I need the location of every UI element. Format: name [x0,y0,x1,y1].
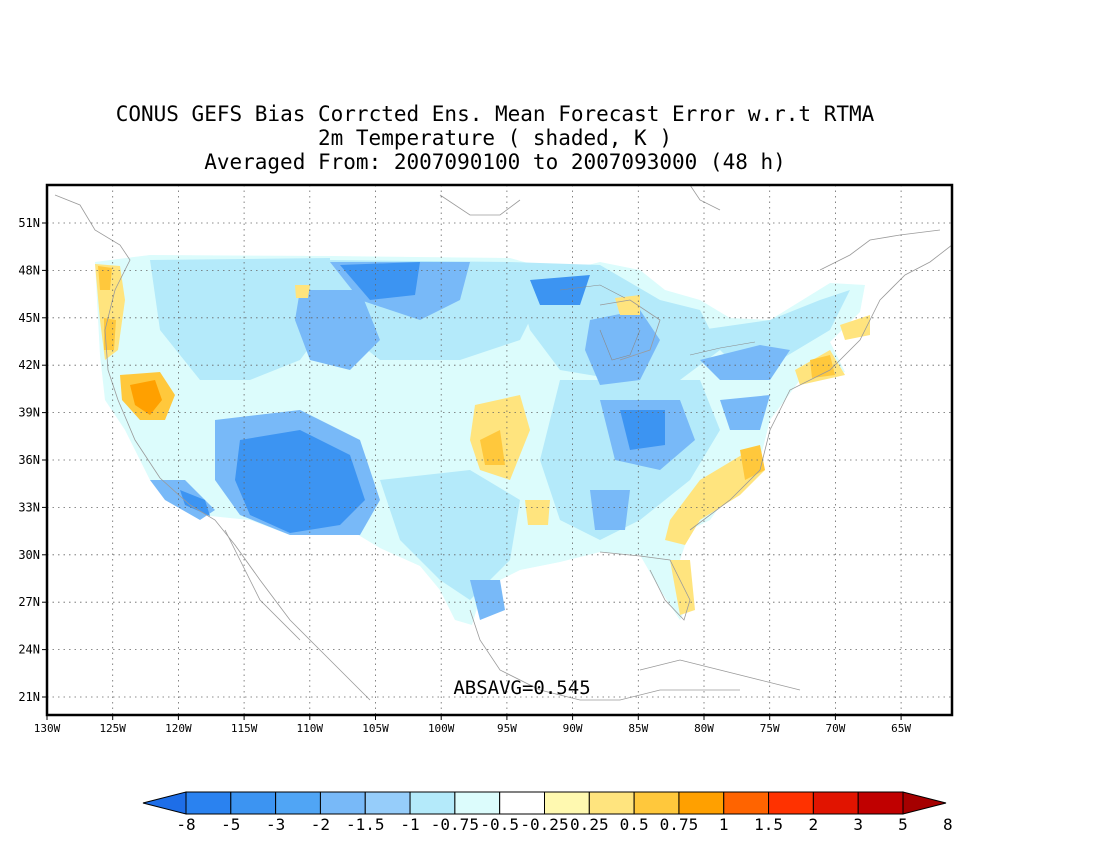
colorbar-label: -5 [221,815,240,834]
lat-tick-label: 24N [18,643,40,657]
colorbar-swatch [230,791,277,815]
colorbar-swatch [319,791,366,815]
colorbar-swatch [588,791,635,815]
colorbar-label: -0.25 [520,815,568,834]
lon-tick-label: 75W [760,722,780,735]
lon-tick-label: 100W [428,722,455,735]
lat-tick-label: 39N [18,406,40,420]
colorbar-label: 1 [719,815,729,834]
colorbar-label: -0.75 [431,815,479,834]
colorbar-swatch [857,791,904,815]
lon-tick-label: 105W [362,722,389,735]
lon-tick-label: 90W [563,722,583,735]
lat-tick-label: 33N [18,500,40,514]
colorbar-label: -1 [400,815,419,834]
inland-borders [559,284,756,361]
colorbar-label: -3 [266,815,285,834]
lon-tick-label: 110W [297,722,324,735]
lat-tick-label: 36N [18,453,40,467]
bias-field [95,255,870,625]
colorbar-swatch [633,791,680,815]
colorbar-arrow-high [902,791,947,815]
colorbar-arrow-low [142,791,187,815]
colorbar-label: 5 [898,815,908,834]
lon-tick-label: 130W [34,722,61,735]
colorbar-label: -8 [176,815,195,834]
lon-tick-label: 125W [99,722,126,735]
lat-tick-label: 48N [18,263,40,277]
colorbar-swatch [275,791,321,815]
lat-tick-label: 45N [18,311,40,325]
absavg-annotation: ABSAVG=0.545 [453,677,590,699]
colorbar-swatch [499,791,545,815]
deep-orange-regions [130,380,162,415]
colorbar-label: 2 [809,815,819,834]
chart-title: CONUS GEFS Bias Corrcted Ens. Mean Forec… [0,102,990,174]
colorbar-label: -0.5 [480,815,519,834]
map-frame [45,183,954,717]
colorbar-label: -1.5 [346,815,385,834]
colorbar-label: 1.5 [754,815,783,834]
longitude-axis: 130W 125W 120W 115W 110W 105W 100W 95W 90W 85W 80W… [34,715,911,735]
colorbar-swatch [364,791,411,815]
colorbar: -8 -5 -3 -2 -1.5 -1 -0.75 -0.5 -0.25 0.25 0.5 0.75 1… [142,791,953,834]
lon-tick-label: 65W [891,722,911,735]
title-line-2: 2m Temperature ( shaded, K ) [317,126,672,150]
lon-tick-label: 80W [694,722,714,735]
colorbar-label: 0.25 [570,815,609,834]
colorbar-swatch [768,791,814,815]
lat-tick-label: 30N [18,548,40,562]
colorbar-label: 3 [853,815,863,834]
colorbar-swatch [544,791,590,815]
latitude-axis: 51N 48N 45N 42N 39N 36N 33N 30N 27N 24N 21N [18,216,47,704]
coastlines [54,185,952,701]
colorbar-swatch [454,791,501,815]
lon-tick-label: 120W [165,722,192,735]
colorbar-label: -2 [311,815,330,834]
colorbar-swatch [723,791,770,815]
lat-tick-label: 27N [18,595,40,609]
lon-tick-label: 115W [231,722,258,735]
gridlines [47,185,952,715]
title-line-3: Averaged From: 2007090100 to 2007093000 … [204,150,786,174]
lat-tick-label: 51N [18,216,40,230]
colorbar-swatch [812,791,859,815]
lon-tick-label: 70W [825,722,845,735]
colorbar-swatch [185,791,232,815]
colorbar-label: 0.5 [620,815,649,834]
colorbar-label: 8 [943,815,953,834]
lon-tick-label: 95W [497,722,517,735]
colorbar-label: 0.75 [660,815,699,834]
lon-tick-label: 85W [628,722,648,735]
title-line-1: CONUS GEFS Bias Corrcted Ens. Mean Forec… [115,102,875,126]
colorbar-swatch [409,791,456,815]
lat-tick-label: 42N [18,358,40,372]
colorbar-swatch [678,791,725,815]
lat-tick-label: 21N [18,690,40,704]
